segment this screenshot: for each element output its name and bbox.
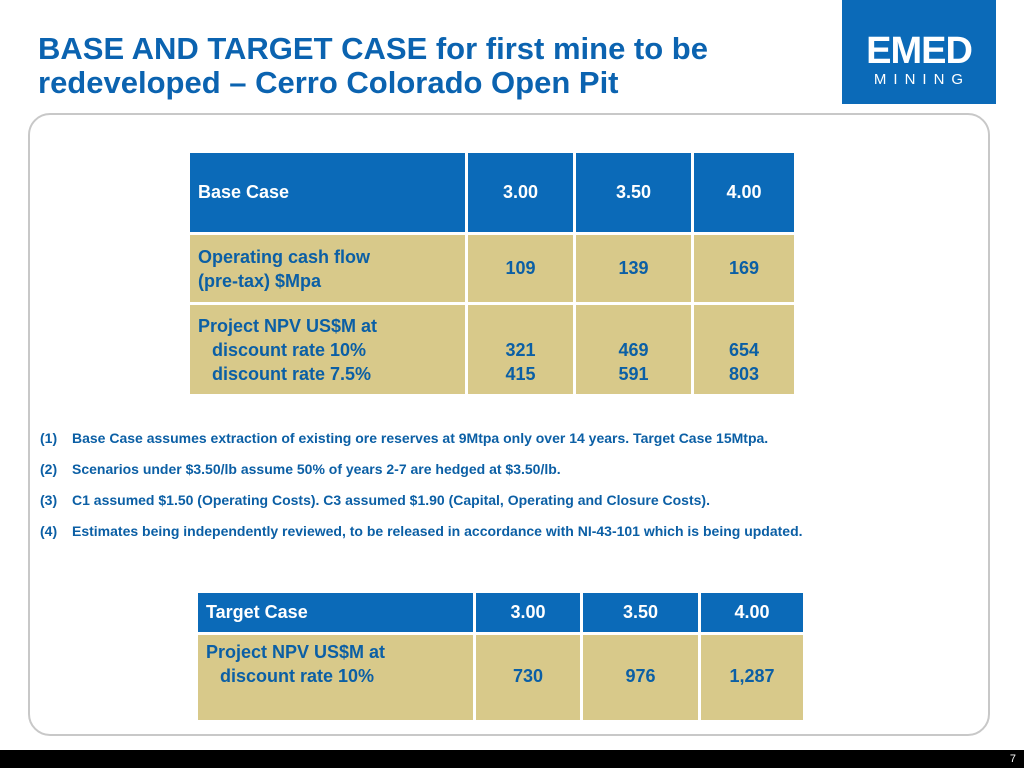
cell-value: 730 (512, 666, 544, 686)
row-label-line: Operating cash flow (198, 246, 371, 267)
cell-value: 976 (625, 666, 656, 686)
cell-value: 803 (728, 363, 760, 384)
row-label-line: discount rate 7.5% (212, 363, 372, 384)
cell-value: 469 (618, 339, 649, 360)
footnote-text: C1 assumed $1.50 (Operating Costs). C3 a… (72, 492, 710, 508)
footnote-text: Scenarios under $3.50/lb assume 50% of y… (72, 461, 561, 477)
table-header-row: Target Case 3.00 3.50 4.00 (195, 590, 806, 635)
table-row: Operating cash flow (pre-tax) $Mpa 109 1… (187, 232, 797, 305)
cell-value: 415 (505, 363, 536, 384)
row-label: Project NPV US$M at discount rate 10% di… (187, 302, 468, 397)
table-cell: 976 (580, 632, 701, 723)
footnote: (1) Base Case assumes extraction of exist… (40, 428, 980, 459)
row-label-line: discount rate 10% (220, 666, 375, 686)
header-cell: 4.00 (691, 150, 797, 235)
table-cell: 139 (573, 232, 694, 305)
emed-mining-logo: EMED MINING (842, 0, 996, 104)
table-cell: 654 803 (691, 302, 797, 397)
target-case-table: Target Case 3.00 3.50 4.00 Project NPV U… (195, 590, 806, 723)
table-row: Project NPV US$M at discount rate 10% 73… (195, 632, 806, 723)
footnote-number: (2) (40, 461, 58, 477)
table-cell: 109 (465, 232, 576, 305)
header-cell: Target Case (195, 590, 476, 635)
table-cell: 169 (691, 232, 797, 305)
footnote: (2) Scenarios under $3.50/lb assume 50% o… (40, 459, 980, 490)
cell-value: 654 (728, 339, 760, 360)
table-cell: 321 415 (465, 302, 576, 397)
header-cell: Base Case (187, 150, 468, 235)
cell-value: 591 (618, 363, 649, 384)
footnote-text: Estimates being independently reviewed, … (72, 523, 803, 539)
row-label: Operating cash flow (pre-tax) $Mpa (187, 232, 468, 305)
header-cell: 3.00 (465, 150, 576, 235)
table-row: Project NPV US$M at discount rate 10% di… (187, 302, 797, 397)
cell-value: 1,287 (729, 666, 775, 686)
header-cell: 3.50 (573, 150, 694, 235)
row-label-line: Project NPV US$M at (198, 315, 378, 336)
footnote-text: Base Case assumes extraction of existing… (72, 430, 769, 446)
header-cell: 3.50 (580, 590, 701, 635)
table-cell: 1,287 (698, 632, 806, 723)
footnote: (3) C1 assumed $1.50 (Operating Costs). C… (40, 490, 980, 521)
logo-emed-text: EMED (866, 30, 973, 72)
header-cell: 3.00 (473, 590, 583, 635)
header-cell: 4.00 (698, 590, 806, 635)
row-label-line: Project NPV US$M at (206, 642, 386, 662)
cell-value: 321 (505, 339, 536, 360)
footer-bar: 7 (0, 750, 1024, 768)
row-label-line: (pre-tax) $Mpa (198, 270, 322, 291)
footnote: (4) Estimates being independently reviewe… (40, 521, 980, 552)
table-header-row: Base Case 3.00 3.50 4.00 (187, 150, 797, 235)
table-cell: 469 591 (573, 302, 694, 397)
logo-mining-text: MINING (873, 71, 971, 88)
footnotes: (1) Base Case assumes extraction of exist… (40, 428, 980, 552)
footnote-number: (4) (40, 523, 58, 539)
table-cell: 730 (473, 632, 583, 723)
row-label-line: discount rate 10% (212, 339, 367, 360)
page-number: 7 (1009, 753, 1016, 765)
footnote-number: (3) (40, 492, 58, 508)
slide-title: BASE AND TARGET CASE for first mine to b… (38, 31, 708, 100)
row-label: Project NPV US$M at discount rate 10% (195, 632, 476, 723)
footnote-number: (1) (40, 430, 58, 446)
base-case-table: Base Case 3.00 3.50 4.00 Operating cash … (187, 150, 797, 397)
